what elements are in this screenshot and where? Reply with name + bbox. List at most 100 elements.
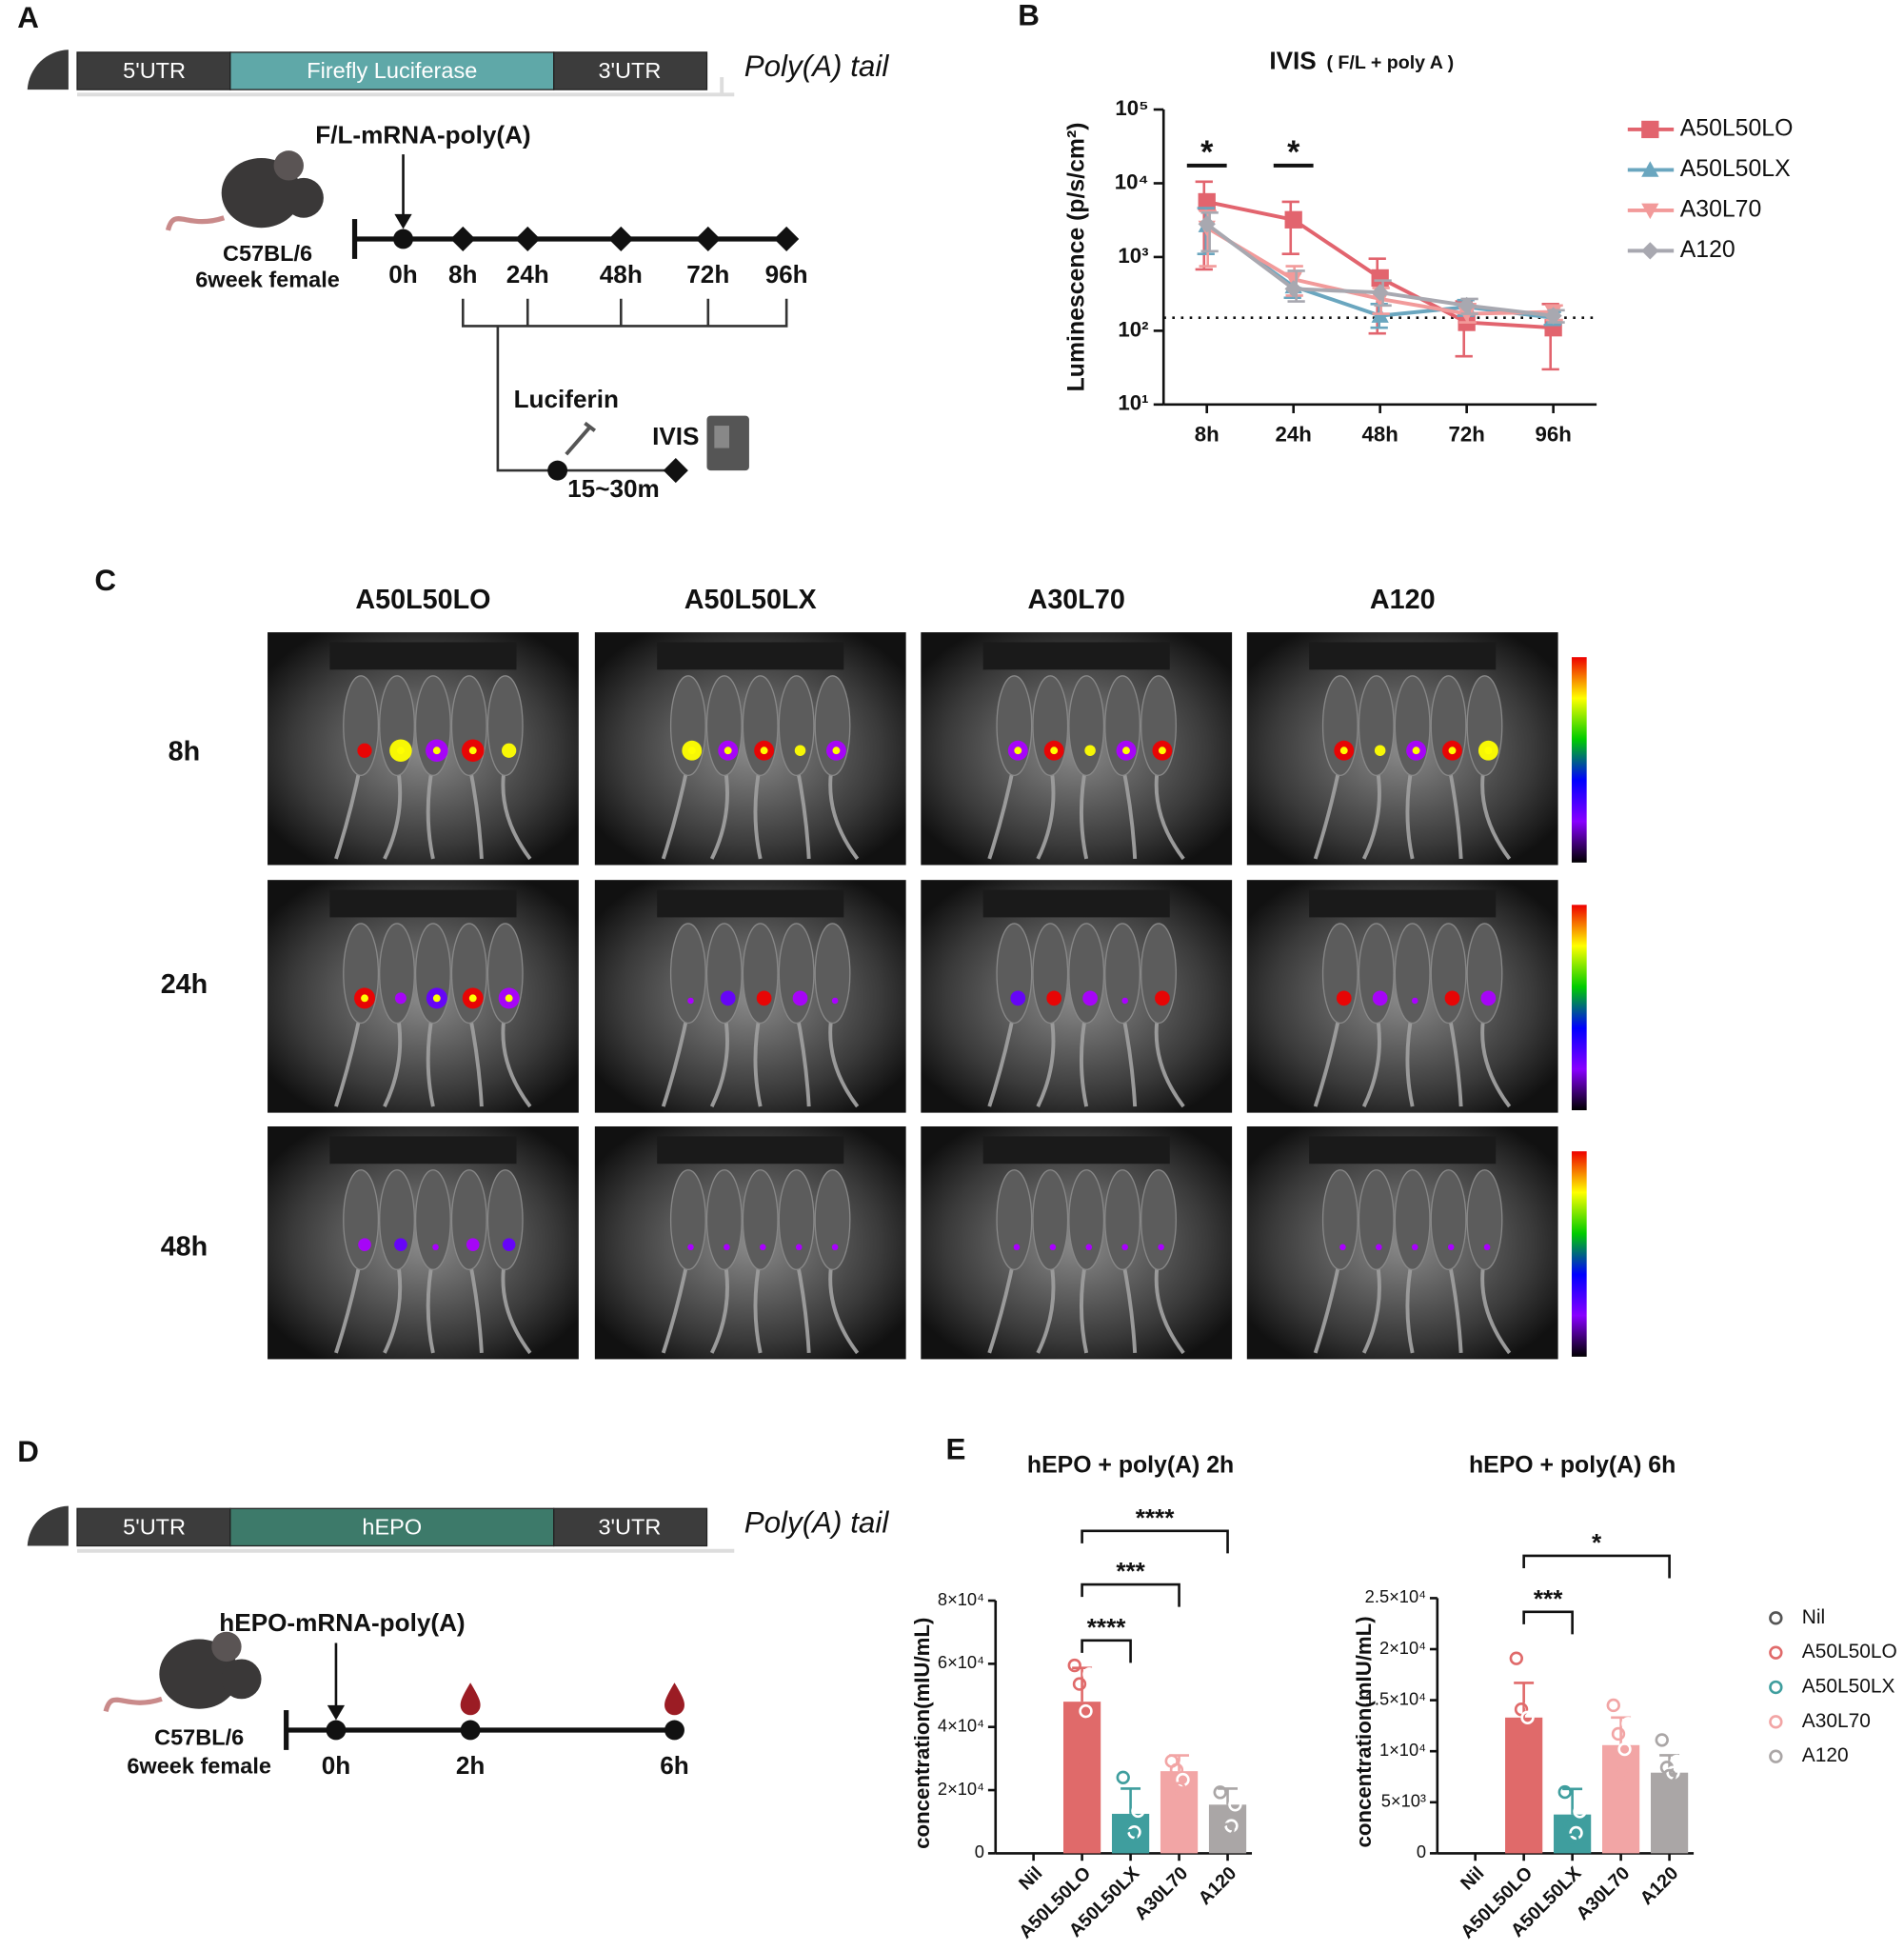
x-tick-label: 48h <box>1362 422 1398 446</box>
signal-spot <box>1448 747 1457 755</box>
signal-spot <box>1158 747 1166 755</box>
legend-label: A50L50LO <box>1802 1641 1897 1662</box>
signal-spot <box>1484 747 1493 755</box>
mouse <box>814 675 851 777</box>
data-point <box>1614 1766 1628 1781</box>
data-point <box>1517 1742 1531 1757</box>
x-tick-label: A120 <box>1195 1862 1241 1909</box>
imaging-platform <box>329 642 517 670</box>
data-point <box>1180 1756 1194 1771</box>
signal-spot <box>1122 747 1130 755</box>
signal-spot <box>756 990 772 1006</box>
data-point <box>1520 1710 1535 1725</box>
mouse-ear <box>273 150 304 181</box>
legend-marker <box>1769 1645 1783 1660</box>
signal-spot <box>502 1238 516 1251</box>
color-bar <box>1571 657 1587 863</box>
mouse <box>343 1169 380 1270</box>
time-label: 96h <box>765 260 808 289</box>
mouse-tail <box>165 215 226 231</box>
legend-label: A30L70 <box>1680 196 1762 222</box>
legend-label: A50L50LX <box>1680 156 1791 182</box>
mouse <box>1430 675 1467 777</box>
data-point <box>1569 1825 1583 1841</box>
mouse <box>379 1169 415 1270</box>
column-label: A30L70 <box>1028 585 1125 615</box>
mouse <box>1032 675 1069 777</box>
y-tick-label: 10¹ <box>1118 391 1148 415</box>
legend-marker <box>1769 1611 1783 1625</box>
signal-spot <box>1082 990 1098 1006</box>
time-point <box>450 226 800 252</box>
imaging-platform <box>982 642 1170 670</box>
signal-spot <box>1412 997 1418 1005</box>
signal-spot <box>1085 1244 1093 1251</box>
mouse <box>1466 1169 1503 1270</box>
data-point <box>1116 1770 1130 1784</box>
mouse <box>669 675 706 777</box>
signal-spot <box>396 747 405 755</box>
significance-label: *** <box>1534 1584 1563 1613</box>
data-point <box>1127 1824 1141 1840</box>
blood-drop <box>664 1682 684 1716</box>
imaging-platform <box>657 889 844 918</box>
signal-spot <box>1412 747 1420 755</box>
signal-spot <box>394 1238 407 1251</box>
time-label: 48h <box>600 260 643 289</box>
mouse <box>705 1169 743 1270</box>
legend-marker <box>1769 1749 1783 1763</box>
utr-box <box>76 51 231 90</box>
mouse <box>1321 1169 1359 1270</box>
mouse <box>1430 1169 1467 1270</box>
mouse <box>343 923 380 1025</box>
mouse <box>814 923 851 1025</box>
marker <box>1641 203 1659 220</box>
mouse <box>1140 923 1177 1025</box>
mouse <box>414 1169 451 1270</box>
signal-spot <box>1121 997 1128 1005</box>
data-point <box>1072 1677 1087 1691</box>
significance-bracket <box>1522 1610 1574 1635</box>
data-point <box>1082 1667 1097 1682</box>
signal-spot <box>1339 1244 1346 1251</box>
signal-spot <box>468 747 477 755</box>
mouse <box>1068 675 1105 777</box>
legend-label: A50L50LX <box>1802 1676 1895 1698</box>
legend-label: A50L50LO <box>1680 116 1794 142</box>
mouse <box>1466 675 1503 777</box>
y-axis-label: concentration(mIU/mL) <box>910 1618 934 1849</box>
y-tick-label: 4×10⁴ <box>938 1716 984 1736</box>
column-label: A120 <box>1370 585 1436 615</box>
error-bar <box>1514 1682 1535 1718</box>
data-point <box>1509 1651 1523 1665</box>
row-label: 8h <box>169 736 201 766</box>
error-bar <box>1218 1787 1238 1805</box>
chart-title: hEPO + poly(A) 2h <box>1027 1452 1234 1478</box>
time-label: 8h <box>448 260 478 289</box>
data-point <box>1228 1798 1242 1812</box>
signal-spot <box>1480 990 1497 1006</box>
imaging-platform <box>329 889 517 918</box>
signal-spot <box>1155 990 1170 1006</box>
bar <box>1650 1772 1689 1854</box>
mouse <box>1430 923 1467 1025</box>
imaging-platform <box>1309 889 1497 918</box>
legend-label: Nil <box>1802 1606 1825 1628</box>
mouse <box>742 675 779 777</box>
signal-spot <box>687 997 694 1005</box>
mouse <box>486 923 524 1025</box>
signal-spot <box>832 747 841 755</box>
signal-spot <box>468 994 477 1003</box>
y-tick-label: 10³ <box>1118 244 1148 268</box>
substrate-label: Luciferin <box>514 385 619 413</box>
mouse <box>996 923 1033 1025</box>
y-tick-label: 10² <box>1118 317 1148 341</box>
mouse <box>1358 1169 1395 1270</box>
signal-spot <box>358 1238 371 1251</box>
y-tick-label: 8×10⁴ <box>938 1589 984 1609</box>
mouse-label: C57BL/6 <box>154 1724 244 1749</box>
cap <box>27 1505 69 1546</box>
y-tick-label: 10⁵ <box>1115 96 1148 120</box>
data-point <box>1131 1803 1145 1819</box>
data-point <box>1067 1658 1081 1673</box>
